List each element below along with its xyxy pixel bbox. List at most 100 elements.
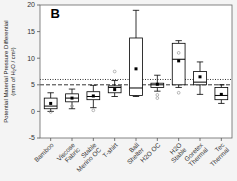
x-tick-label: Bamboo <box>33 141 55 163</box>
x-tick <box>72 138 73 141</box>
box <box>44 98 57 109</box>
cap-low <box>90 107 96 108</box>
y-tick <box>37 138 40 139</box>
whisker-low <box>221 100 222 104</box>
cap-high <box>218 84 224 85</box>
y-axis-label: Potential Material Pressure Differential… <box>3 20 16 122</box>
cap-high <box>69 89 75 90</box>
x-tick <box>50 138 51 141</box>
y-tick <box>37 111 40 112</box>
box <box>194 72 207 85</box>
cap-high <box>197 61 203 62</box>
x-tick-label-line: H2O OC <box>139 141 162 164</box>
flier <box>177 91 180 94</box>
y-tick <box>37 84 40 85</box>
y-tick-label: 20 <box>27 1 35 8</box>
mean-marker <box>49 102 52 105</box>
x-tick-label: GoretexThermal <box>182 141 209 168</box>
whisker-low <box>72 102 73 109</box>
median <box>108 87 121 88</box>
whisker-high <box>114 81 115 86</box>
y-axis-label-line: (mm of H₂O / cm²) <box>10 47 16 96</box>
x-tick-label: TecThermal <box>204 141 231 168</box>
y-axis-label-line: Potential Material Pressure Differential <box>3 20 9 122</box>
y-tick-label: 5 <box>31 81 35 88</box>
whisker-high <box>157 75 158 83</box>
mean-marker <box>156 83 159 86</box>
x-tick-label-line: Merino OC <box>75 146 102 173</box>
x-tick-label-line: T-shirt <box>101 141 119 159</box>
mean-marker <box>199 75 202 78</box>
cap-low <box>69 108 75 109</box>
mean-marker <box>135 67 138 70</box>
whisker-low <box>157 87 158 91</box>
y-tick-label: 15 <box>27 28 35 35</box>
whisker-low <box>200 85 201 95</box>
y-tick-label: 10 <box>27 55 35 62</box>
cap-high <box>111 80 117 81</box>
marks <box>40 10 232 113</box>
cap-high <box>154 75 160 76</box>
mean-marker <box>177 59 180 62</box>
plot-area <box>40 5 232 138</box>
mean-marker <box>92 94 95 97</box>
flier <box>71 105 74 108</box>
x-tick-label-line: Thermal <box>208 146 230 168</box>
median <box>66 98 79 99</box>
x-tick <box>136 138 137 141</box>
cap-low <box>218 103 224 104</box>
cap-low <box>47 111 53 112</box>
cap-low <box>111 96 117 97</box>
flier <box>156 97 159 100</box>
x-tick-label: T-shirt <box>101 141 119 159</box>
x-tick <box>221 138 222 141</box>
x-tick-label: H2O OC <box>139 141 162 164</box>
chart: -5 0 5 10 15 20 Potential Material Pressure Di… <box>0 0 237 181</box>
box <box>151 83 164 87</box>
cap-low <box>175 87 181 88</box>
x-tick <box>200 138 201 141</box>
mean-marker <box>113 88 116 91</box>
y-tick <box>37 58 40 59</box>
cap-low <box>133 96 139 97</box>
y-tick-label: -5 <box>29 134 35 141</box>
x-tick <box>178 138 179 141</box>
x-tick-label: StableMerino OC <box>70 141 102 173</box>
whisker-low <box>93 100 94 108</box>
y-tick <box>37 5 40 6</box>
box <box>215 87 228 99</box>
whisker-high <box>93 85 94 91</box>
x-tick-label-line: Thermal <box>187 146 209 168</box>
cap-high <box>175 40 181 41</box>
whisker-high <box>50 93 51 98</box>
plot-frame <box>40 5 232 138</box>
cap-high <box>133 10 139 11</box>
whisker-low <box>114 93 115 97</box>
median <box>44 106 57 107</box>
y-tick <box>37 31 40 32</box>
flier <box>113 70 116 73</box>
x-tick <box>93 138 94 141</box>
flier <box>156 94 159 97</box>
whisker-high <box>72 89 73 94</box>
box <box>172 43 185 84</box>
annotation: B <box>51 6 60 21</box>
box <box>66 94 79 102</box>
box <box>87 92 100 100</box>
x-tick-label-line: Bamboo <box>33 141 55 163</box>
y-tick-label: 0 <box>31 108 35 115</box>
whisker-high <box>136 10 137 38</box>
cap-low <box>154 91 160 92</box>
mean-marker <box>220 93 223 96</box>
x-tick-label: H2OStable <box>165 141 188 164</box>
cap-high <box>90 85 96 86</box>
x-tick <box>114 138 115 141</box>
box <box>130 38 143 95</box>
cap-high <box>47 92 53 93</box>
x-tick-label: ViscoseFabric <box>55 141 81 167</box>
median <box>194 82 207 83</box>
cap-low <box>197 94 203 95</box>
median <box>130 87 143 88</box>
flier <box>92 109 95 112</box>
x-tick <box>157 138 158 141</box>
